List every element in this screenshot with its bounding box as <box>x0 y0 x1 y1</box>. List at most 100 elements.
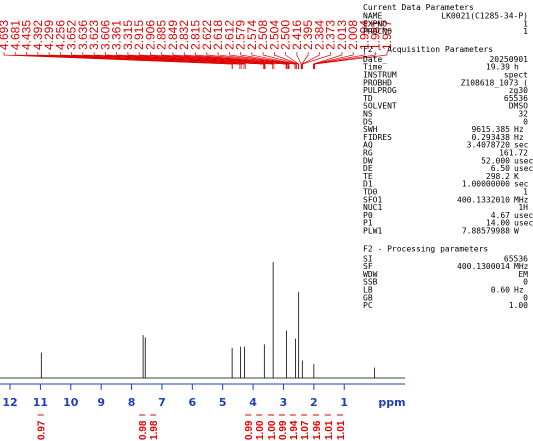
peak-pick-label: 2.906 <box>143 20 157 50</box>
parameter-section-title: Current Data Parameters <box>363 3 474 12</box>
parameter-unit: Hz <box>514 286 524 295</box>
parameter-unit: usec <box>514 164 533 173</box>
parameter-name: NUC1 <box>363 203 382 212</box>
peak-pick-label: 2.500 <box>279 20 293 50</box>
parameter-name: DE <box>363 164 373 173</box>
parameter-name: SI <box>363 254 373 263</box>
peak-pick-label: 4.435 <box>20 20 34 50</box>
parameter-name: RG <box>363 149 373 158</box>
integral-label: 1.96 <box>312 420 323 440</box>
x-tick-label: 1 <box>340 396 348 409</box>
parameter-unit: usec <box>514 219 533 228</box>
peak-pick-line <box>105 52 266 69</box>
peak-pick-label: 3.606 <box>98 20 112 50</box>
parameter-value: 1 <box>523 27 528 36</box>
parameter-value: 400.1300014 <box>457 262 510 271</box>
parameter-name: TD0 <box>363 188 378 197</box>
parameter-name: NS <box>363 110 373 119</box>
parameter-name: LB <box>363 286 373 295</box>
parameter-value: 400.1332010 <box>457 195 510 204</box>
parameter-unit: usec <box>514 156 533 165</box>
parameter-value: spect <box>504 71 528 80</box>
parameter-name: EXPNO <box>363 19 387 28</box>
peak-pick-label: 2.373 <box>324 20 338 50</box>
peak-pick-label: 4.693 <box>0 20 11 50</box>
peak-pick-label: 4.299 <box>42 20 56 50</box>
x-tick-label: 12 <box>2 396 17 409</box>
parameter-name: FIDRES <box>363 133 392 142</box>
parameter-section-title: F2 - Acquisition Parameters <box>363 45 493 54</box>
parameter-name: WDW <box>363 270 378 279</box>
peak-pick-label: 1.981 <box>369 20 383 50</box>
peak-pick-line <box>59 52 246 69</box>
parameter-value: 4.67 <box>491 211 510 220</box>
parameter-value: 14.00 <box>486 219 510 228</box>
parameter-unit: sec <box>514 141 529 150</box>
peak-pick-label: 3.652 <box>65 20 79 50</box>
x-tick-label: 11 <box>33 396 48 409</box>
parameter-name: NAME <box>363 12 382 21</box>
x-tick-label: 9 <box>97 396 105 409</box>
parameter-unit: h <box>514 63 519 72</box>
parameter-name: PULPROG <box>363 86 397 95</box>
parameter-unit: Hz <box>514 133 524 142</box>
parameter-value: Z108618_1073 ( <box>461 78 528 87</box>
integral-label: 1.01 <box>336 420 347 440</box>
parameter-value: 19.39 <box>486 63 510 72</box>
parameter-name: PLW1 <box>363 227 382 236</box>
parameter-name: Date_ <box>363 55 387 64</box>
peak-pick-label: 3.636 <box>76 20 90 50</box>
parameter-value: EM <box>518 270 528 279</box>
peak-pick-line <box>314 52 388 69</box>
parameter-name: TE <box>363 172 373 181</box>
parameter-value: 52.000 <box>481 156 510 165</box>
parameter-value: 32 <box>518 110 528 119</box>
integral-label: 0.99 <box>244 420 255 440</box>
peak-pick-label: 2.008 <box>346 20 360 50</box>
parameter-value: 65536 <box>504 254 528 263</box>
parameter-name: SFO1 <box>363 195 382 204</box>
x-tick-label: 2 <box>310 396 318 409</box>
parameter-name: P0 <box>363 211 373 220</box>
parameter-value: 161.72 <box>499 149 528 158</box>
x-tick-label: 5 <box>219 396 227 409</box>
peak-pick-label: 2.832 <box>177 20 191 50</box>
peak-pick-line <box>313 52 354 69</box>
parameter-unit: sec <box>514 180 529 189</box>
integral-label: 1.07 <box>300 420 311 440</box>
parameter-value: LK0021(C1285-34-P) <box>441 12 528 21</box>
integral-label: 1.98 <box>149 420 160 440</box>
parameter-value: 20250901 <box>489 55 528 64</box>
peak-pick-line <box>150 52 287 69</box>
parameter-value: 7.88579988 <box>462 227 510 236</box>
peak-pick-label: 2.504 <box>267 20 281 50</box>
peak-pick-line <box>116 52 273 69</box>
parameter-name: DW <box>363 156 373 165</box>
peak-pick-label: 2.508 <box>256 20 270 50</box>
parameter-name: Time <box>363 63 382 72</box>
peak-pick-line <box>195 52 290 69</box>
parameter-name: SOLVENT <box>363 102 397 111</box>
parameter-value: 6.50 <box>491 164 510 173</box>
parameter-unit: usec <box>514 211 533 220</box>
integral-label: 0.99 <box>278 420 289 440</box>
parameter-value: 298.2 <box>486 172 510 181</box>
parameter-value: 0.60 <box>491 286 510 295</box>
peak-pick-line <box>172 52 289 69</box>
peak-pick-line <box>251 52 297 69</box>
parameter-name: INSTRUM <box>363 71 397 80</box>
peak-pick-line <box>228 52 296 69</box>
parameter-name: GB <box>363 293 373 302</box>
peak-pick-label: 2.849 <box>166 20 180 50</box>
parameter-unit: MHz <box>514 262 529 271</box>
x-axis-label: ppm <box>378 396 405 409</box>
parameter-value: zg30 <box>509 86 528 95</box>
peak-pick-line <box>313 52 365 69</box>
peak-pick-line <box>14 52 233 69</box>
integral-label: 1.00 <box>255 420 266 440</box>
peak-pick-line <box>127 52 275 69</box>
parameter-value: 9615.385 <box>471 125 510 134</box>
parameter-name: AQ <box>363 141 373 150</box>
parameter-name: DS <box>363 117 373 126</box>
